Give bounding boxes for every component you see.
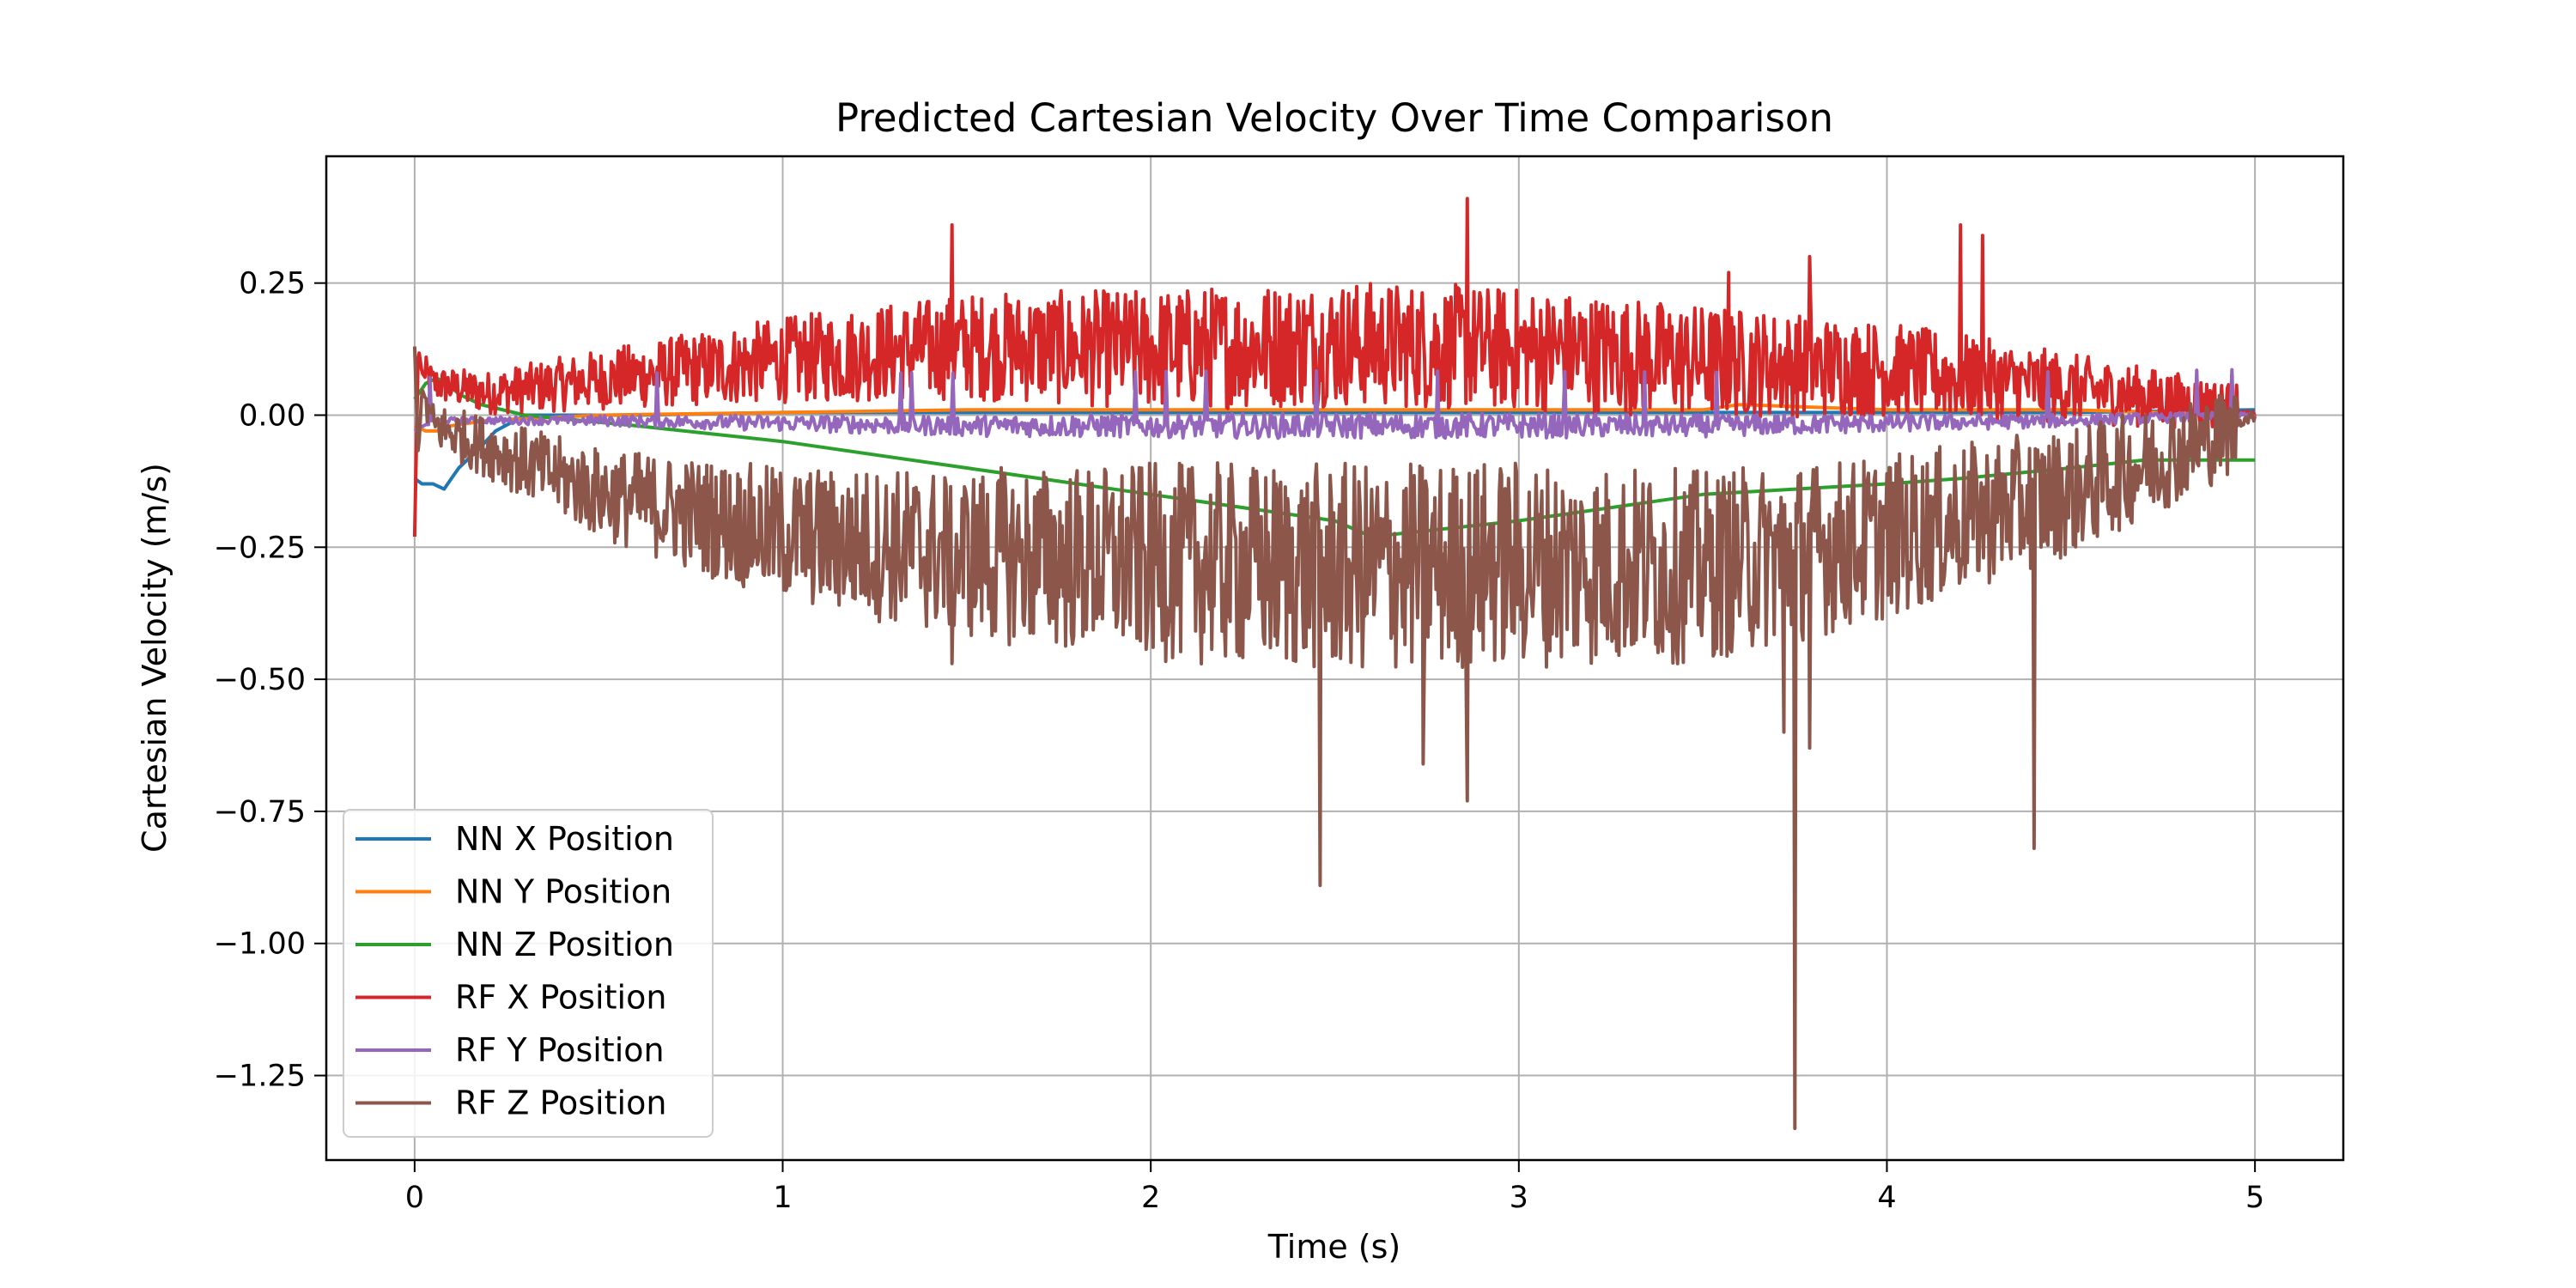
legend-label: NN Y Position <box>455 873 671 911</box>
series-lines <box>412 197 2257 1131</box>
legend-label: RF X Position <box>455 979 666 1017</box>
y-tick-label: −0.75 <box>214 795 306 829</box>
x-tick-label: 0 <box>405 1181 424 1215</box>
series-line-rf-y-position <box>413 368 2257 440</box>
legend: NN X Position NN Y Position NN Z Position R… <box>343 809 714 1138</box>
legend-box <box>343 809 714 1138</box>
y-tick-label: −1.25 <box>214 1060 306 1094</box>
x-tick-label: 2 <box>1141 1181 1160 1215</box>
legend-label: RF Z Position <box>455 1084 666 1122</box>
y-tick-label: −1.00 <box>214 927 306 962</box>
x-tick-label: 1 <box>773 1181 792 1215</box>
legend-label: RF Y Position <box>455 1031 665 1069</box>
y-axis-label: Cartesian Velocity (m/s) <box>136 463 173 853</box>
chart-title: Predicted Cartesian Velocity Over Time C… <box>835 95 1833 141</box>
series-line-rf-x-position <box>412 197 2257 538</box>
x-axis-label: Time (s) <box>1267 1228 1401 1266</box>
x-tick-label: 4 <box>1877 1181 1896 1215</box>
series-line-rf-z-position <box>412 346 2257 1131</box>
y-tick-label: −0.50 <box>214 663 306 697</box>
y-tick-label: 0.25 <box>239 267 306 301</box>
legend-label: NN X Position <box>455 820 674 858</box>
axis-ticks: 0 1 2 3 4 5 0.25 0.00 −0.25 −0.50 −0.75 −1.00 −1.25 <box>214 267 2265 1215</box>
y-tick-label: −0.25 <box>214 531 306 565</box>
x-tick-label: 3 <box>1510 1181 1528 1215</box>
plot-frame <box>325 155 2345 1162</box>
x-tick-label: 5 <box>2245 1181 2264 1215</box>
y-tick-label: 0.00 <box>239 398 306 433</box>
legend-label: NN Z Position <box>455 926 674 963</box>
